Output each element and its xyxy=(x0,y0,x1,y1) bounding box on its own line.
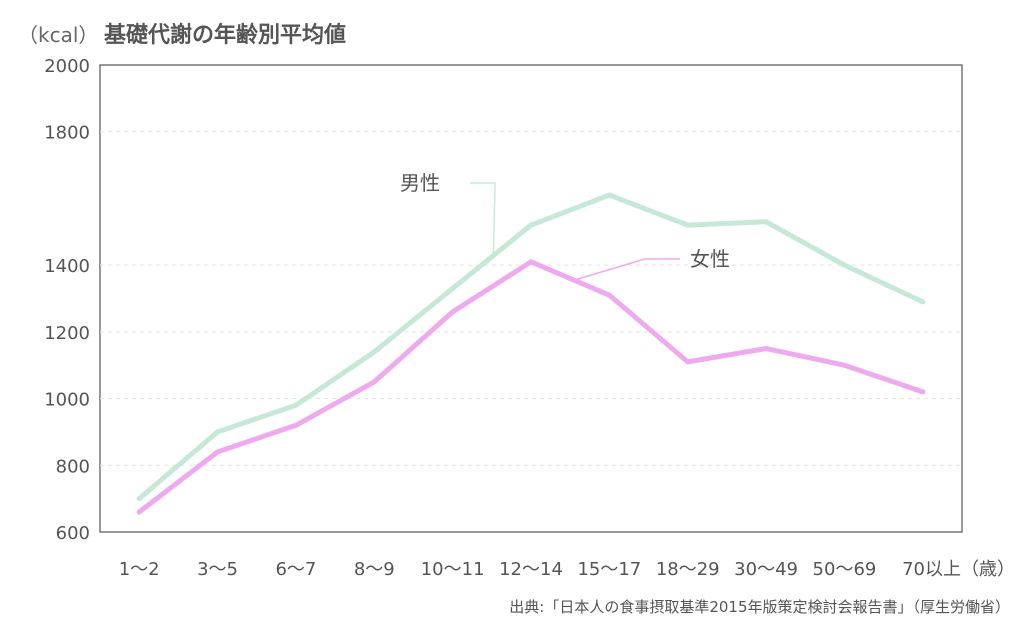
y-tick-label: 800 xyxy=(56,456,90,477)
chart-title: 基礎代謝の年齢別平均値 xyxy=(104,22,346,48)
data-point xyxy=(215,429,221,435)
data-point xyxy=(606,292,612,298)
x-tick-label: 50〜69 xyxy=(813,559,877,580)
data-point xyxy=(371,379,377,385)
x-tick-label: 12〜14 xyxy=(499,559,563,580)
annotation-leader xyxy=(470,182,496,256)
data-point xyxy=(920,299,926,305)
source-note: 出典:「日本人の食事摂取基準2015年版策定検討会報告書」（厚生労働省） xyxy=(509,598,1010,616)
y-tick-label: 1000 xyxy=(44,390,90,411)
x-tick-label: 1〜2 xyxy=(119,559,160,580)
series-label: 女性 xyxy=(690,247,730,271)
x-tick-label: 70以上（歳） xyxy=(902,559,1015,580)
x-axis: 1〜2 3〜5 6〜7 8〜9 10〜11 12〜14 15〜17 18〜29 30〜49 50〜… xyxy=(119,559,1015,580)
data-point xyxy=(685,359,691,365)
data-point xyxy=(136,509,142,515)
annotation-leader xyxy=(573,258,680,281)
x-tick-label: 30〜49 xyxy=(734,559,798,580)
y-tick-label: 1800 xyxy=(44,123,90,144)
data-point xyxy=(528,222,534,228)
x-tick-label: 3〜5 xyxy=(197,559,238,580)
x-tick-label: 18〜29 xyxy=(656,559,720,580)
x-tick-label: 8〜9 xyxy=(354,559,395,580)
x-tick-label: 10〜11 xyxy=(421,559,485,580)
data-point xyxy=(293,402,299,408)
data-point xyxy=(763,219,769,225)
data-point xyxy=(685,222,691,228)
data-point xyxy=(450,309,456,315)
data-point xyxy=(293,422,299,428)
data-point xyxy=(841,362,847,368)
y-tick-label: 1400 xyxy=(44,256,90,277)
data-point xyxy=(606,192,612,198)
x-tick-label: 15〜17 xyxy=(577,559,641,580)
x-tick-label: 6〜7 xyxy=(275,559,316,580)
plot-area xyxy=(99,64,963,533)
data-point xyxy=(763,346,769,352)
data-point xyxy=(528,259,534,265)
data-point xyxy=(136,496,142,502)
y-tick-label: 600 xyxy=(56,523,90,544)
y-axis: 2000 1800 1400 1200 1000 800 600 xyxy=(44,56,90,544)
data-point xyxy=(920,389,926,395)
data-point xyxy=(371,349,377,355)
data-point xyxy=(450,285,456,291)
chart-unit-label: （kcal） xyxy=(18,23,98,47)
data-point xyxy=(215,449,221,455)
data-point xyxy=(841,262,847,268)
series-lines xyxy=(136,192,926,515)
y-tick-label: 2000 xyxy=(44,56,90,77)
series-label: 男性 xyxy=(400,171,440,195)
y-tick-label: 1200 xyxy=(44,323,90,344)
